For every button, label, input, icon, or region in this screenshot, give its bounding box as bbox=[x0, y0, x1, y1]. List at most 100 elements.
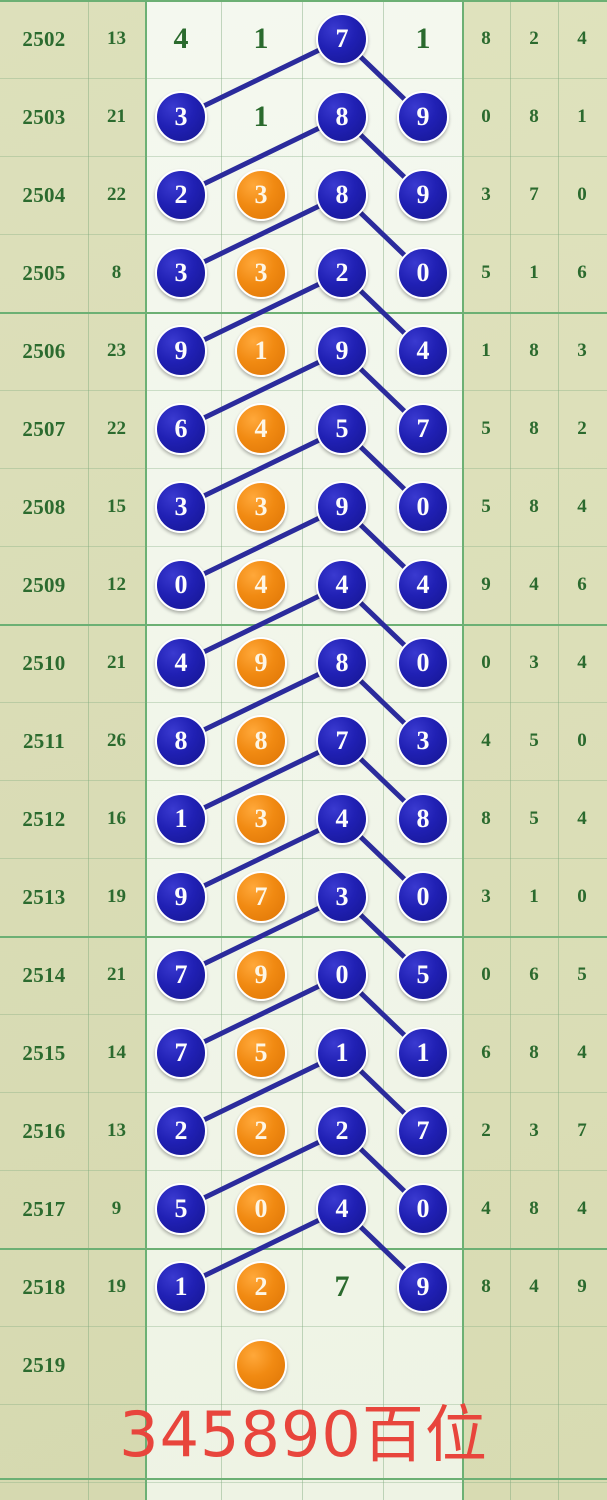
ball-slot[interactable]: 8 bbox=[383, 780, 463, 858]
ball-orange[interactable]: 8 bbox=[235, 715, 287, 767]
ball-slot[interactable]: 0 bbox=[141, 546, 221, 624]
table-row[interactable]: 2513 19 9 7 3 0 3 1 0 bbox=[0, 858, 607, 936]
ball-blue[interactable]: 8 bbox=[316, 169, 368, 221]
ball-slot[interactable]: 1 bbox=[141, 780, 221, 858]
ball-blue[interactable]: 3 bbox=[155, 247, 207, 299]
ball-blue[interactable]: 9 bbox=[397, 1261, 449, 1313]
ball-slot[interactable]: 4 bbox=[221, 390, 301, 468]
ball-slot[interactable]: 3 bbox=[221, 234, 301, 312]
ball-slot[interactable]: 4 bbox=[302, 546, 382, 624]
ball-slot[interactable]: 4 bbox=[302, 1170, 382, 1248]
ball-slot[interactable]: 1 bbox=[221, 312, 301, 390]
ball-slot[interactable]: 7 bbox=[302, 0, 382, 78]
ball-blue[interactable]: 7 bbox=[155, 949, 207, 1001]
ball-orange[interactable]: 3 bbox=[235, 481, 287, 533]
ball-slot[interactable]: 3 bbox=[141, 234, 221, 312]
ball-blue[interactable]: 0 bbox=[316, 949, 368, 1001]
ball-orange[interactable]: 1 bbox=[235, 325, 287, 377]
table-row[interactable]: 2510 21 4 9 8 0 0 3 4 bbox=[0, 624, 607, 702]
ball-blue[interactable]: 9 bbox=[155, 871, 207, 923]
ball-slot[interactable]: 0 bbox=[383, 234, 463, 312]
ball-slot[interactable]: 4 bbox=[383, 312, 463, 390]
ball-blue[interactable]: 4 bbox=[397, 559, 449, 611]
ball-slot[interactable]: 8 bbox=[302, 624, 382, 702]
table-row[interactable]: 2508 15 3 3 9 0 5 8 4 bbox=[0, 468, 607, 546]
table-row[interactable]: 2511 26 8 8 7 3 4 5 0 bbox=[0, 702, 607, 780]
ball-slot[interactable]: 1 bbox=[221, 78, 301, 156]
ball-blue[interactable]: 1 bbox=[316, 1027, 368, 1079]
ball-blue[interactable]: 7 bbox=[397, 1105, 449, 1157]
ball-orange[interactable]: 7 bbox=[235, 871, 287, 923]
ball-slot[interactable]: 7 bbox=[221, 858, 301, 936]
ball-blue[interactable]: 5 bbox=[155, 1183, 207, 1235]
ball-slot[interactable]: 6 bbox=[141, 390, 221, 468]
ball-slot[interactable]: 1 bbox=[221, 0, 301, 78]
table-row[interactable]: 2512 16 1 3 4 8 8 5 4 bbox=[0, 780, 607, 858]
ball-slot[interactable]: 5 bbox=[383, 936, 463, 1014]
ball-slot[interactable]: 8 bbox=[302, 78, 382, 156]
ball-blue[interactable]: 0 bbox=[397, 637, 449, 689]
ball-blue[interactable]: 0 bbox=[397, 1183, 449, 1235]
ball-blue[interactable]: 2 bbox=[316, 247, 368, 299]
ball-slot[interactable]: 5 bbox=[302, 390, 382, 468]
ball-slot[interactable]: 1 bbox=[383, 1014, 463, 1092]
table-row[interactable]: 2502 13 4 1 7 1 8 2 4 bbox=[0, 0, 607, 78]
ball-slot[interactable]: 3 bbox=[141, 78, 221, 156]
ball-blue[interactable]: 7 bbox=[397, 403, 449, 455]
ball-blue[interactable]: 4 bbox=[316, 793, 368, 845]
ball-slot[interactable]: 7 bbox=[141, 936, 221, 1014]
table-row[interactable]: 2507 22 6 4 5 7 5 8 2 bbox=[0, 390, 607, 468]
ball-slot[interactable]: 0 bbox=[383, 468, 463, 546]
ball-slot[interactable]: 0 bbox=[383, 624, 463, 702]
ball-slot[interactable]: 3 bbox=[221, 468, 301, 546]
ball-blue[interactable]: 4 bbox=[397, 325, 449, 377]
ball-orange[interactable]: 2 bbox=[235, 1261, 287, 1313]
ball-slot[interactable]: 4 bbox=[141, 624, 221, 702]
ball-slot[interactable]: 2 bbox=[141, 156, 221, 234]
ball-blue[interactable]: 3 bbox=[155, 481, 207, 533]
ball-slot[interactable]: 2 bbox=[221, 1092, 301, 1170]
ball-slot[interactable]: 3 bbox=[141, 468, 221, 546]
ball-blue[interactable]: 0 bbox=[155, 559, 207, 611]
ball-slot[interactable]: 9 bbox=[383, 156, 463, 234]
ball-slot[interactable]: 2 bbox=[302, 234, 382, 312]
ball-orange[interactable]: 3 bbox=[235, 793, 287, 845]
ball-slot[interactable]: 3 bbox=[383, 702, 463, 780]
ball-slot[interactable] bbox=[302, 1326, 382, 1404]
table-row[interactable]: 2515 14 7 5 1 1 6 8 4 bbox=[0, 1014, 607, 1092]
ball-blue[interactable]: 1 bbox=[155, 793, 207, 845]
ball-orange[interactable]: 9 bbox=[235, 637, 287, 689]
ball-slot[interactable]: 9 bbox=[383, 1248, 463, 1326]
table-row[interactable]: 2519 bbox=[0, 1326, 607, 1404]
ball-slot[interactable]: 4 bbox=[383, 546, 463, 624]
table-row[interactable]: 2516 13 2 2 2 7 2 3 7 bbox=[0, 1092, 607, 1170]
ball-slot[interactable] bbox=[221, 1326, 301, 1404]
ball-slot[interactable]: 7 bbox=[383, 1092, 463, 1170]
ball-blue[interactable]: 4 bbox=[316, 1183, 368, 1235]
ball-orange[interactable]: 3 bbox=[235, 247, 287, 299]
ball-slot[interactable]: 8 bbox=[221, 702, 301, 780]
ball-blue[interactable]: 5 bbox=[397, 949, 449, 1001]
ball-slot[interactable]: 3 bbox=[221, 780, 301, 858]
ball-blue[interactable]: 2 bbox=[316, 1105, 368, 1157]
table-row[interactable]: 2504 22 2 3 8 9 3 7 0 bbox=[0, 156, 607, 234]
ball-slot[interactable]: 3 bbox=[302, 858, 382, 936]
ball-blue[interactable]: 3 bbox=[316, 871, 368, 923]
ball-slot[interactable]: 0 bbox=[383, 858, 463, 936]
table-row[interactable]: 2517 9 5 0 4 0 4 8 4 bbox=[0, 1170, 607, 1248]
table-row[interactable]: 2518 19 1 2 7 9 8 4 9 bbox=[0, 1248, 607, 1326]
ball-blue[interactable]: 8 bbox=[316, 91, 368, 143]
ball-slot[interactable]: 7 bbox=[141, 1014, 221, 1092]
ball-slot[interactable]: 2 bbox=[302, 1092, 382, 1170]
ball-slot[interactable]: 0 bbox=[383, 1170, 463, 1248]
ball-slot[interactable]: 7 bbox=[383, 390, 463, 468]
table-row[interactable]: 2505 8 3 3 2 0 5 1 6 bbox=[0, 234, 607, 312]
ball-blue[interactable]: 7 bbox=[155, 1027, 207, 1079]
ball-slot[interactable]: 5 bbox=[141, 1170, 221, 1248]
ball-blue[interactable]: 3 bbox=[155, 91, 207, 143]
ball-slot[interactable]: 9 bbox=[383, 78, 463, 156]
ball-slot[interactable]: 1 bbox=[383, 0, 463, 78]
ball-blue[interactable]: 2 bbox=[155, 1105, 207, 1157]
table-row[interactable]: 2503 21 3 1 8 9 0 8 1 bbox=[0, 78, 607, 156]
ball-orange[interactable]: 5 bbox=[235, 1027, 287, 1079]
